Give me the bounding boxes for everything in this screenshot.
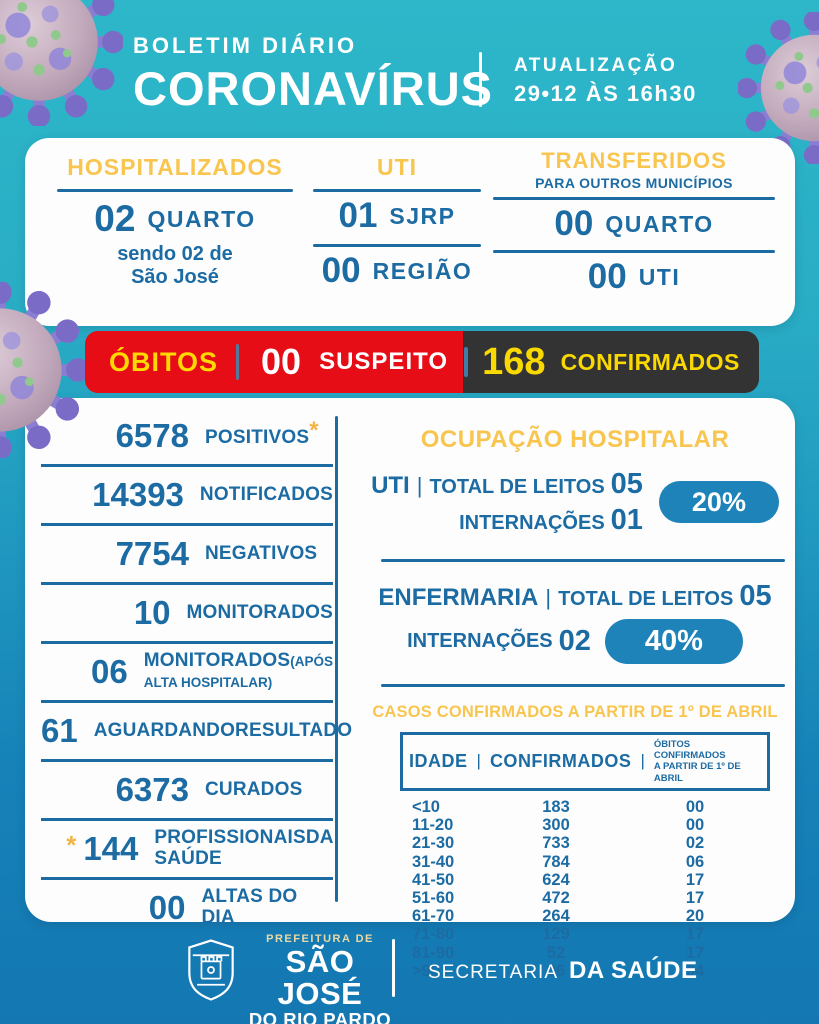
- transferidos-section: TRANSFERIDOS PARA OUTROS MUNICÍPIOS 00 Q…: [493, 148, 775, 297]
- transferidos-subtitle: PARA OUTROS MUNICÍPIOS: [535, 175, 733, 191]
- table-row: 51-60 472 17: [412, 889, 705, 908]
- pipe-separator: |: [476, 751, 481, 771]
- uti-section: UTI 01 SJRP 00 REGIÃO: [313, 154, 481, 291]
- divider: [57, 189, 293, 192]
- pipe-separator: |: [416, 473, 423, 498]
- logo-prefeitura-label: PREFEITURA DE: [266, 933, 374, 945]
- hospitalization-panel: HOSPITALIZADOS 02 QUARTO sendo 02 de São…: [25, 138, 795, 326]
- pipe-separator: |: [640, 751, 645, 771]
- enfermaria-leitos-value: 05: [739, 579, 772, 612]
- stat-row-negativos: 7754 NEGATIVOS: [41, 526, 333, 585]
- coronavirus-illustration: [0, 282, 88, 458]
- transferidos-uti-label: UTI: [638, 263, 681, 290]
- uti-leitos-value: 05: [610, 468, 643, 500]
- obitos-confirmados-bar: 168 CONFIRMADOS: [463, 331, 759, 393]
- update-info: ATUALIZAÇÃO 29•12 ÀS 16h30: [514, 55, 697, 107]
- uti-regiao-label: REGIÃO: [372, 257, 473, 284]
- hospitalizados-note: sendo 02 de São José: [117, 243, 233, 288]
- uti-regiao-value: 00: [321, 251, 361, 290]
- enfermaria-occupancy-badge: 40%: [604, 618, 743, 664]
- column-divider: [335, 416, 338, 902]
- header: BOLETIM DIÁRIO CORONAVÍRUS: [133, 33, 493, 116]
- divider: [313, 189, 481, 192]
- footer: PREFEITURA DE SÃO JOSÉ DO RIO PARDO SECR…: [0, 925, 819, 1024]
- divider: [381, 683, 785, 687]
- casos-table-title: CASOS CONFIRMADOS A PARTIR DE 1º DE ABRI…: [372, 702, 778, 721]
- bar-separator: [464, 347, 468, 377]
- footer-divider: [392, 939, 395, 997]
- uti-occupancy: UTI | TOTAL DE LEITOS 05 INTERNAÇÕES 01 20%: [355, 466, 795, 539]
- col-obitos: ÓBITOS CONFIRMADOS A PARTIR DE 1º DE ABR…: [653, 738, 741, 784]
- divider: [236, 344, 240, 380]
- col-confirmados: CONFIRMADOS: [489, 750, 632, 771]
- stat-row-profissionais: * 144 PROFISSIONAISDA SAÚDE: [41, 821, 333, 880]
- uti-title: UTI: [376, 154, 418, 180]
- hospitalizados-title: HOSPITALIZADOS: [67, 154, 283, 180]
- stats-list: 6578 POSITIVOS* 14393 NOTIFICADOS 7754 N…: [41, 408, 352, 936]
- obitos-title: ÓBITOS: [109, 346, 219, 377]
- table-row: 21-30 733 02: [412, 834, 705, 853]
- obitos-suspeito-bar: ÓBITOS 00 SUSPEITO: [85, 331, 463, 393]
- hospital-occupancy-section: OCUPAÇÃO HOSPITALAR UTI | TOTAL DE LEITOS 0…: [355, 398, 795, 980]
- hospitalizados-label: QUARTO: [147, 205, 256, 232]
- stat-row-monitorados-pos-alta: 06 MONITORADOS(APÓS ALTA HOSPITALAR): [41, 644, 333, 703]
- divider: [381, 558, 785, 562]
- divider: [493, 197, 775, 200]
- coronavirus-illustration: [0, 0, 123, 126]
- table-row: 31-40 784 06: [412, 852, 705, 871]
- city-logo: PREFEITURA DE SÃO JOSÉ DO RIO PARDO: [244, 933, 396, 1024]
- uti-occupancy-badge: 20%: [658, 481, 779, 524]
- city-coat-of-arms-icon: [188, 939, 234, 1001]
- stat-row-curados: 6373 CURADOS: [41, 762, 333, 821]
- transferidos-quarto-value: 00: [554, 204, 594, 243]
- secretaria-label: SECRETARIA: [428, 962, 559, 983]
- table-row: 71-80 129 17: [412, 925, 705, 944]
- stat-row-monitorados: 10 MONITORADOS: [41, 585, 333, 644]
- stat-row-positivos: 6578 POSITIVOS*: [41, 408, 333, 467]
- casos-table-header: IDADE | CONFIRMADOS | ÓBITOS CONFIRMADOS…: [400, 731, 770, 792]
- uti-sjrp-label: SJRP: [389, 202, 456, 229]
- stat-row-notificados: 14393 NOTIFICADOS: [41, 467, 333, 526]
- asterisk-marker: *: [309, 416, 319, 444]
- divider: [493, 250, 775, 253]
- table-row: 61-70 264 20: [412, 907, 705, 926]
- uti-sjrp-value: 01: [338, 196, 378, 235]
- pipe-separator: |: [545, 584, 552, 610]
- table-row: 41-50 624 17: [412, 870, 705, 889]
- confirmados-value: 168: [482, 340, 546, 383]
- confirmados-label: CONFIRMADOS: [560, 348, 740, 375]
- table-row: 81-90 52 17: [412, 943, 705, 962]
- statistics-panel: 6578 POSITIVOS* 14393 NOTIFICADOS 7754 N…: [25, 398, 795, 980]
- uti-internacoes-value: 01: [610, 504, 643, 537]
- update-datetime: 29•12 ÀS 16h30: [514, 81, 697, 106]
- casos-table: <10 183 00 11-20 300 00 21-30 733 02 31-40 784 0…: [400, 798, 770, 980]
- transferidos-quarto-label: QUARTO: [605, 210, 714, 237]
- hospitalizados-value: 02: [94, 198, 136, 239]
- hospitalizados-section: HOSPITALIZADOS 02 QUARTO sendo 02 de São…: [53, 154, 297, 289]
- logo-city-name-2: DO RIO PARDO: [248, 1009, 392, 1024]
- header-divider: [479, 52, 482, 107]
- bulletin-kicker: BOLETIM DIÁRIO: [133, 33, 358, 58]
- stat-row-aguardando: 61 AGUARDANDORESULTADO: [41, 703, 352, 762]
- divider: [313, 244, 481, 247]
- update-label: ATUALIZAÇÃO: [514, 55, 678, 76]
- ocupacao-title: OCUPAÇÃO HOSPITALAR: [420, 426, 730, 453]
- page-title: CORONAVÍRUS: [133, 62, 494, 115]
- suspeito-value: 00: [261, 341, 302, 382]
- enfermaria-internacoes-value: 02: [558, 624, 591, 657]
- table-row: 11-20 300 00: [412, 816, 705, 835]
- transferidos-uti-value: 00: [587, 257, 627, 296]
- col-idade: IDADE: [409, 750, 468, 771]
- table-row: >90 06 04: [412, 961, 705, 980]
- suspeito-label: SUSPEITO: [319, 348, 449, 375]
- enfermaria-occupancy: ENFERMARIA | TOTAL DE LEITOS 05 INTERNAÇÕES…: [355, 580, 795, 664]
- logo-city-name: SÃO JOSÉ: [277, 944, 363, 1011]
- secretaria-saude: SECRETARIA DA SAÚDE: [428, 957, 697, 985]
- table-row: <10 183 00: [412, 798, 705, 817]
- asterisk-marker: *: [66, 830, 77, 860]
- stat-row-altas: 00 ALTAS DO DIA: [148, 886, 298, 928]
- transferidos-title: TRANSFERIDOS: [541, 148, 727, 173]
- secretaria-value: DA SAÚDE: [569, 957, 698, 984]
